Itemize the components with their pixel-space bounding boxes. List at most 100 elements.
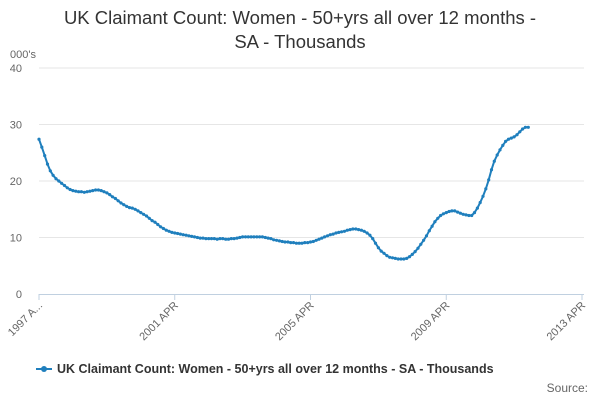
legend[interactable]: UK Claimant Count: Women - 50+yrs all ov… <box>36 362 494 376</box>
y-tick-label-40: 40 <box>10 63 22 75</box>
data-point <box>150 219 154 223</box>
data-point <box>405 256 409 260</box>
data-point <box>303 241 307 245</box>
y-tick-label-30: 30 <box>10 120 22 132</box>
data-point <box>221 237 225 241</box>
data-point <box>325 234 330 238</box>
legend-series-swatch <box>36 364 52 374</box>
data-point <box>419 242 423 246</box>
data-point <box>458 211 462 215</box>
data-point <box>413 250 417 254</box>
data-point <box>478 200 482 205</box>
data-point <box>334 231 338 235</box>
data-point <box>447 209 451 214</box>
data-point <box>45 162 50 166</box>
chart-title-line-1: UK Claimant Count: Women - 50+yrs all ov… <box>63 7 537 28</box>
data-point <box>371 237 375 241</box>
data-point <box>54 177 58 181</box>
data-point <box>320 236 324 240</box>
data-point <box>357 228 361 232</box>
data-point <box>263 235 267 240</box>
data-point <box>300 241 304 245</box>
data-point <box>385 254 389 258</box>
data-point <box>291 241 296 245</box>
data-point <box>51 173 55 177</box>
data-point <box>373 241 378 245</box>
data-point <box>108 193 112 197</box>
data-point <box>176 231 180 236</box>
y-axis: 0 10 20 30 40 000's <box>10 49 37 301</box>
x-tick-label-2009: 2009 APR <box>409 300 453 344</box>
data-point <box>181 233 185 237</box>
data-point <box>192 235 197 239</box>
data-point <box>195 235 199 240</box>
data-point <box>337 230 341 234</box>
data-point <box>212 237 216 241</box>
data-point <box>456 210 460 214</box>
data-point <box>399 257 403 261</box>
source-label: Source: <box>546 381 588 395</box>
data-point <box>484 187 488 191</box>
data-point <box>94 188 98 192</box>
data-point <box>283 240 287 244</box>
data-point <box>127 206 132 210</box>
data-point <box>232 237 236 241</box>
data-point <box>424 234 429 238</box>
data-point <box>246 235 250 239</box>
data-point <box>238 235 242 240</box>
series-line <box>38 126 529 260</box>
data-point <box>286 240 290 244</box>
data-point <box>306 241 310 245</box>
data-point <box>390 256 395 260</box>
data-point <box>113 196 117 201</box>
data-point <box>433 220 437 224</box>
data-point <box>495 153 499 157</box>
data-point <box>184 233 188 237</box>
data-point <box>167 229 171 233</box>
data-point <box>311 239 315 244</box>
data-point <box>439 213 443 218</box>
data-point <box>416 246 420 250</box>
data-point <box>178 232 182 236</box>
data-point <box>272 238 276 242</box>
data-point <box>506 137 511 141</box>
data-point <box>142 212 146 216</box>
data-point <box>436 216 440 220</box>
data-point <box>62 183 67 188</box>
data-point <box>218 237 222 241</box>
data-point <box>77 190 81 194</box>
data-point <box>331 232 335 236</box>
data-point <box>481 194 485 198</box>
data-point <box>130 206 134 210</box>
data-point <box>407 255 412 259</box>
data-point <box>122 203 126 207</box>
data-point <box>243 235 248 239</box>
data-point <box>328 233 332 237</box>
x-tick-label-2013: 2013 APR <box>545 300 589 344</box>
data-point <box>388 255 392 259</box>
data-point <box>351 227 355 231</box>
data-point <box>235 236 239 240</box>
data-point <box>198 236 202 240</box>
data-point <box>99 189 103 193</box>
data-point <box>277 239 281 243</box>
series-group <box>37 125 530 261</box>
data-point <box>209 237 214 241</box>
data-point <box>289 241 293 245</box>
data-point <box>139 211 143 215</box>
data-point <box>85 190 89 194</box>
legend-series-label: UK Claimant Count: Women - 50+yrs all ov… <box>57 362 494 376</box>
data-point <box>215 237 219 241</box>
data-point <box>521 127 525 131</box>
data-point <box>498 148 502 152</box>
data-point <box>354 227 358 231</box>
data-point <box>376 246 380 250</box>
data-point <box>79 190 83 194</box>
data-point <box>382 251 386 255</box>
data-point <box>297 241 301 245</box>
data-point <box>359 228 363 232</box>
data-point <box>96 188 100 192</box>
x-tick-label-1997: 1997 A... <box>6 300 45 339</box>
data-point <box>252 235 256 239</box>
